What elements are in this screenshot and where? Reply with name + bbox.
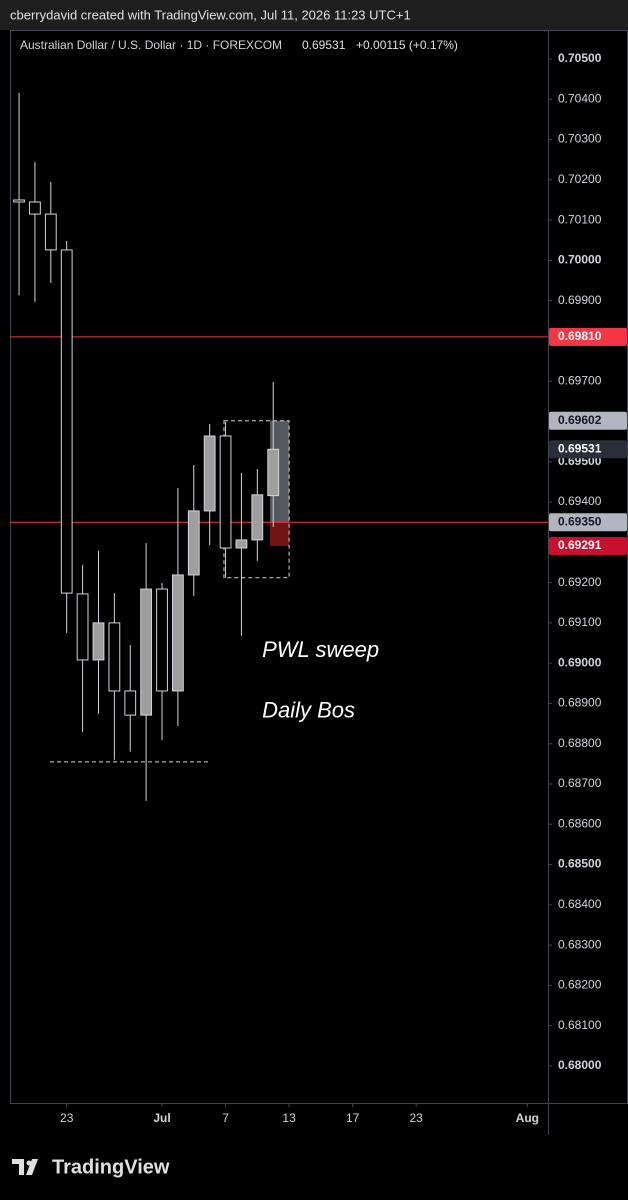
candle-body bbox=[219, 435, 232, 549]
y-tick-label: 0.68000 bbox=[558, 1058, 602, 1072]
y-tick-label: 0.69200 bbox=[558, 575, 602, 589]
candle-body bbox=[108, 622, 121, 692]
candle-body bbox=[187, 510, 200, 576]
x-tick-label: Aug bbox=[516, 1111, 539, 1125]
candle-body bbox=[124, 690, 137, 716]
candle-body bbox=[44, 213, 57, 251]
y-tick-label: 0.69900 bbox=[558, 293, 602, 307]
y-tick-label: 0.68500 bbox=[558, 857, 602, 871]
y-tick-label: 0.70200 bbox=[558, 172, 602, 186]
candle-body bbox=[76, 593, 89, 661]
level-label: 0.69810 bbox=[558, 329, 602, 343]
footer-brand: TradingView bbox=[52, 1156, 170, 1178]
x-tick-label: 7 bbox=[222, 1111, 229, 1125]
level-box bbox=[549, 411, 627, 430]
annotation: Daily Bos bbox=[262, 697, 355, 722]
candle-body bbox=[60, 249, 73, 594]
y-tick-label: 0.69700 bbox=[558, 373, 602, 387]
y-tick-label: 0.68300 bbox=[558, 937, 602, 951]
x-tick-label: 23 bbox=[60, 1111, 74, 1125]
header-bar bbox=[0, 0, 628, 30]
y-tick-label: 0.68800 bbox=[558, 736, 602, 750]
position-zone bbox=[270, 522, 290, 546]
y-tick-label: 0.69100 bbox=[558, 615, 602, 629]
x-tick-label: 13 bbox=[282, 1111, 296, 1125]
candle-body bbox=[156, 588, 168, 692]
level-box bbox=[549, 327, 627, 346]
y-tick-label: 0.70500 bbox=[558, 51, 602, 65]
y-tick-label: 0.68400 bbox=[558, 897, 602, 911]
candle-body bbox=[171, 574, 184, 692]
logo-dot bbox=[26, 1160, 32, 1166]
legend-symbol: Australian Dollar / U.S. Dollar · 1D · F… bbox=[20, 38, 282, 52]
y-tick-label: 0.70100 bbox=[558, 212, 602, 226]
level-label: 0.69531 bbox=[558, 441, 602, 455]
x-tick-label: 23 bbox=[409, 1111, 423, 1125]
level-box bbox=[549, 440, 627, 459]
level-box bbox=[549, 513, 627, 532]
y-tick-label: 0.68100 bbox=[558, 1018, 602, 1032]
candle-body bbox=[13, 199, 25, 203]
level-label: 0.69350 bbox=[558, 514, 602, 528]
x-tick-label: 17 bbox=[346, 1111, 360, 1125]
candle-body bbox=[140, 588, 153, 716]
position-zone bbox=[270, 420, 290, 523]
level-label: 0.69291 bbox=[558, 538, 602, 552]
level-label: 0.69602 bbox=[558, 413, 602, 427]
y-tick-label: 0.69000 bbox=[558, 655, 602, 669]
x-tick-label: Jul bbox=[153, 1111, 170, 1125]
y-tick-label: 0.68700 bbox=[558, 776, 602, 790]
legend-last: 0.69531 bbox=[302, 38, 346, 52]
legend-change: +0.00115 (+0.17%) bbox=[356, 38, 458, 52]
candle-body bbox=[92, 622, 105, 661]
y-tick-label: 0.70300 bbox=[558, 132, 602, 146]
y-tick-label: 0.68200 bbox=[558, 978, 602, 992]
candle-body bbox=[267, 448, 280, 497]
level-box bbox=[549, 536, 627, 555]
y-tick-label: 0.70000 bbox=[558, 253, 602, 267]
y-tick-label: 0.69400 bbox=[558, 494, 602, 508]
candle-body bbox=[251, 494, 264, 541]
annotation: PWL sweep bbox=[262, 637, 379, 662]
logo bbox=[12, 1159, 38, 1175]
candle-body bbox=[203, 435, 216, 512]
header-text: cberrydavid created with TradingView.com… bbox=[10, 7, 411, 22]
y-tick-label: 0.68600 bbox=[558, 816, 602, 830]
candle-body bbox=[29, 201, 41, 215]
candle-body bbox=[235, 539, 248, 549]
y-tick-label: 0.68900 bbox=[558, 696, 602, 710]
y-tick-label: 0.70400 bbox=[558, 91, 602, 105]
